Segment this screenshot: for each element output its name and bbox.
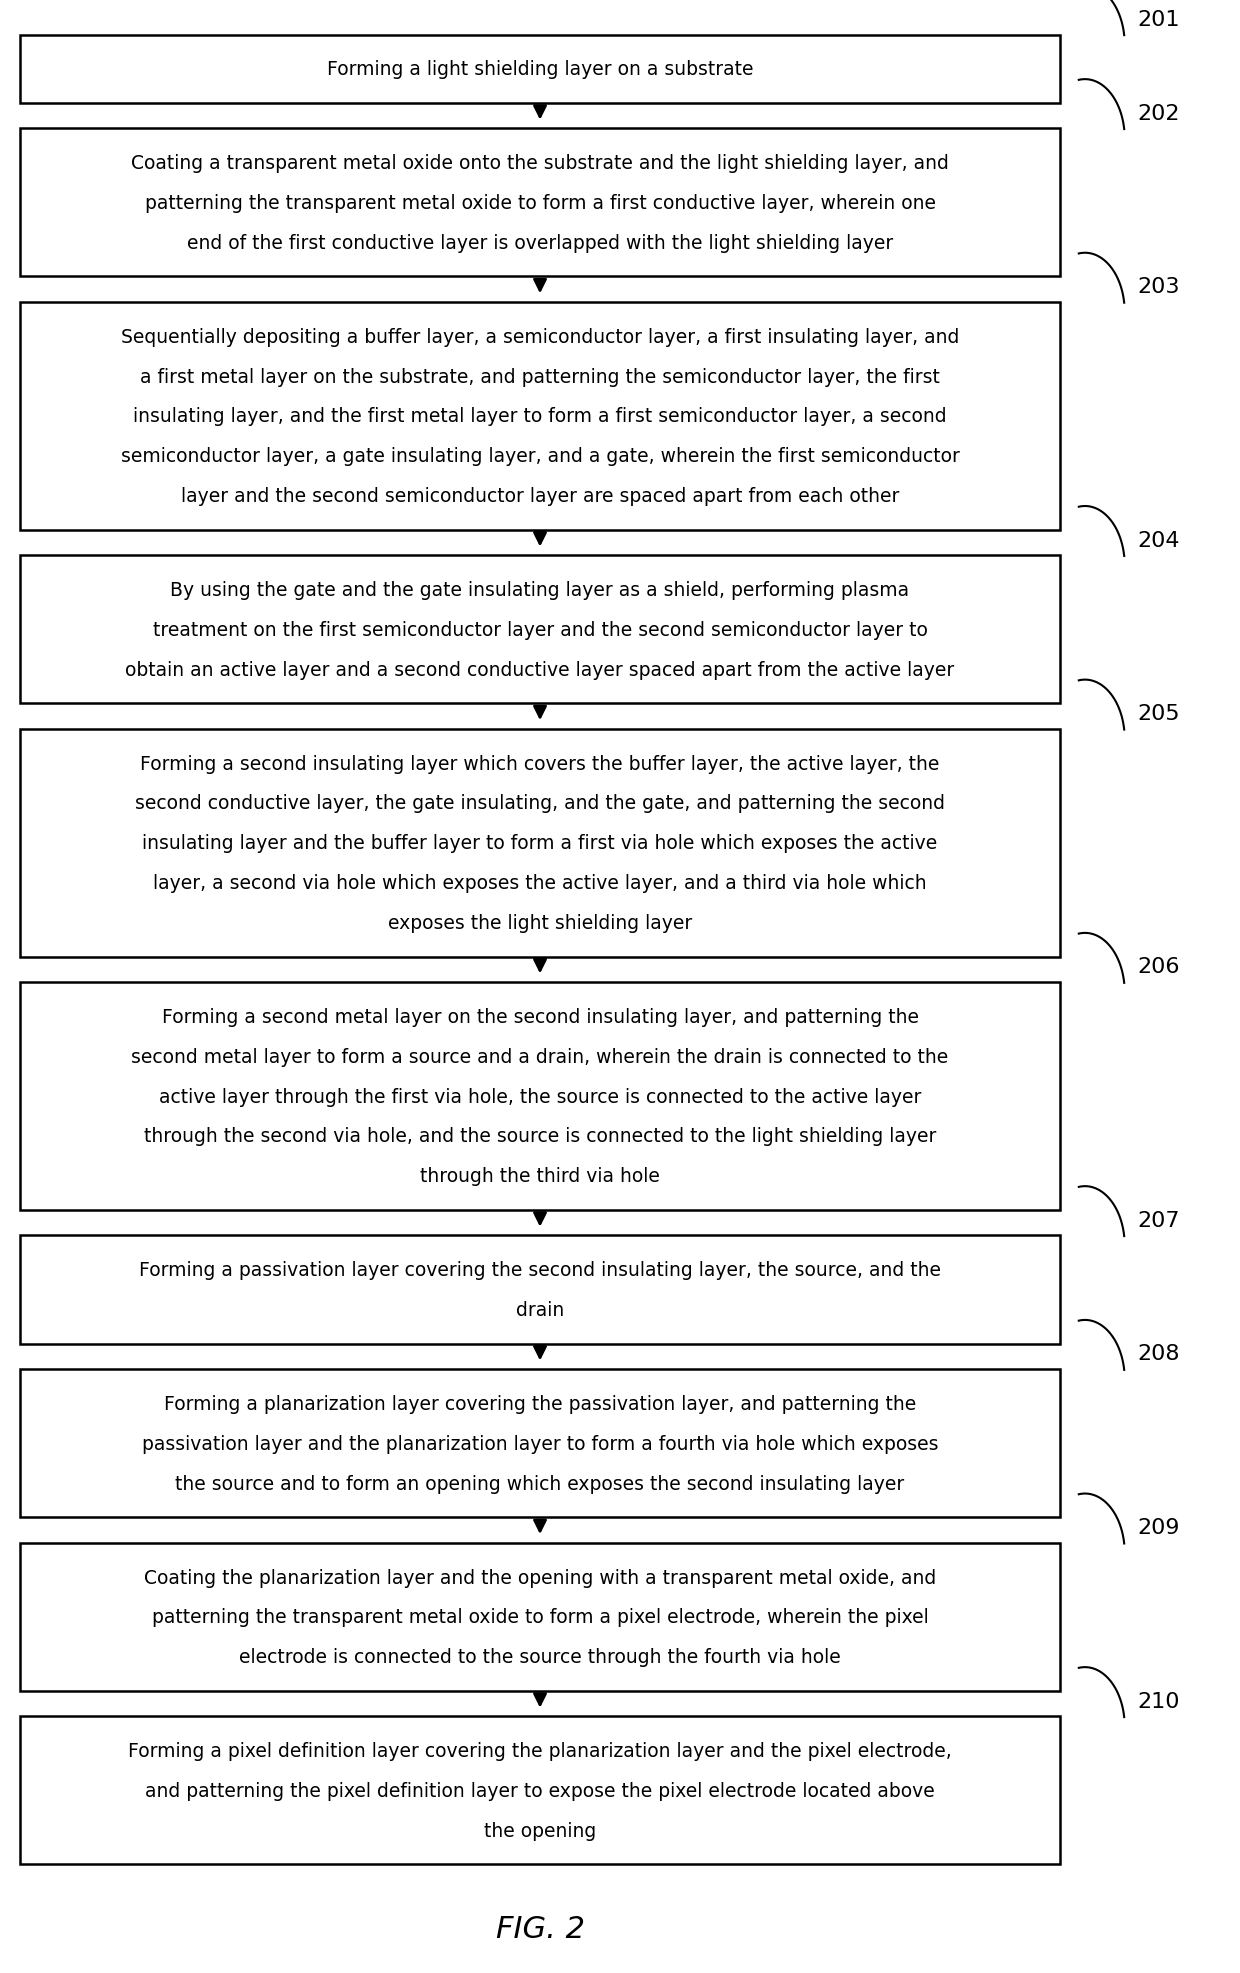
Text: 202: 202 (1137, 105, 1179, 124)
Text: electrode is connected to the source through the fourth via hole: electrode is connected to the source thr… (239, 1647, 841, 1667)
Text: layer, a second via hole which exposes the active layer, and a third via hole wh: layer, a second via hole which exposes t… (154, 874, 926, 892)
Text: the opening: the opening (484, 1821, 596, 1841)
Text: Coating a transparent metal oxide onto the substrate and the light shielding lay: Coating a transparent metal oxide onto t… (131, 154, 949, 174)
Text: a first metal layer on the substrate, and patterning the semiconductor layer, th: a first metal layer on the substrate, an… (140, 367, 940, 387)
Text: and patterning the pixel definition layer to expose the pixel electrode located : and patterning the pixel definition laye… (145, 1782, 935, 1799)
Text: Forming a light shielding layer on a substrate: Forming a light shielding layer on a sub… (327, 59, 753, 79)
Text: second metal layer to form a source and a drain, wherein the drain is connected : second metal layer to form a source and … (131, 1048, 949, 1065)
Text: end of the first conductive layer is overlapped with the light shielding layer: end of the first conductive layer is ove… (187, 233, 893, 253)
Text: the source and to form an opening which exposes the second insulating layer: the source and to form an opening which … (175, 1474, 905, 1494)
Text: drain: drain (516, 1300, 564, 1320)
Text: patterning the transparent metal oxide to form a first conductive layer, wherein: patterning the transparent metal oxide t… (145, 193, 935, 213)
Text: Sequentially depositing a buffer layer, a semiconductor layer, a first insulatin: Sequentially depositing a buffer layer, … (120, 328, 960, 347)
Text: exposes the light shielding layer: exposes the light shielding layer (388, 913, 692, 933)
Text: through the second via hole, and the source is connected to the light shielding : through the second via hole, and the sou… (144, 1127, 936, 1146)
Text: insulating layer, and the first metal layer to form a first semiconductor layer,: insulating layer, and the first metal la… (133, 406, 947, 426)
Text: 205: 205 (1137, 704, 1179, 724)
Text: 201: 201 (1137, 10, 1179, 30)
Bar (20, 304, 1060, 531)
Bar (20, 36, 1060, 105)
Text: 210: 210 (1137, 1691, 1179, 1711)
Bar (20, 1543, 1060, 1691)
Bar (20, 1235, 1060, 1344)
Text: FIG. 2: FIG. 2 (496, 1914, 584, 1943)
Bar (20, 1717, 1060, 1864)
Text: passivation layer and the planarization layer to form a fourth via hole which ex: passivation layer and the planarization … (141, 1434, 939, 1452)
Text: patterning the transparent metal oxide to form a pixel electrode, wherein the pi: patterning the transparent metal oxide t… (151, 1608, 929, 1626)
Text: 204: 204 (1137, 531, 1179, 550)
Text: By using the gate and the gate insulating layer as a shield, performing plasma: By using the gate and the gate insulatin… (170, 580, 910, 600)
Bar (20, 983, 1060, 1209)
Text: Forming a planarization layer covering the passivation layer, and patterning the: Forming a planarization layer covering t… (164, 1395, 916, 1413)
Text: active layer through the first via hole, the source is connected to the active l: active layer through the first via hole,… (159, 1087, 921, 1107)
Text: Forming a pixel definition layer covering the planarization layer and the pixel : Forming a pixel definition layer coverin… (128, 1742, 952, 1760)
Text: 207: 207 (1137, 1209, 1179, 1229)
Text: Forming a second insulating layer which covers the buffer layer, the active laye: Forming a second insulating layer which … (140, 754, 940, 773)
Text: through the third via hole: through the third via hole (420, 1166, 660, 1186)
Text: treatment on the first semiconductor layer and the second semiconductor layer to: treatment on the first semiconductor lay… (153, 621, 928, 639)
Bar (20, 130, 1060, 278)
Text: 209: 209 (1137, 1517, 1179, 1537)
Text: layer and the second semiconductor layer are spaced apart from each other: layer and the second semiconductor layer… (181, 487, 899, 505)
Bar (20, 730, 1060, 957)
Text: 206: 206 (1137, 957, 1179, 977)
Text: Forming a passivation layer covering the second insulating layer, the source, an: Forming a passivation layer covering the… (139, 1261, 941, 1279)
Text: 203: 203 (1137, 276, 1179, 298)
Text: Forming a second metal layer on the second insulating layer, and patterning the: Forming a second metal layer on the seco… (161, 1008, 919, 1026)
Text: second conductive layer, the gate insulating, and the gate, and patterning the s: second conductive layer, the gate insula… (135, 793, 945, 813)
Text: obtain an active layer and a second conductive layer spaced apart from the activ: obtain an active layer and a second cond… (125, 661, 955, 679)
Bar (20, 1369, 1060, 1517)
Text: semiconductor layer, a gate insulating layer, and a gate, wherein the first semi: semiconductor layer, a gate insulating l… (120, 448, 960, 466)
Text: 208: 208 (1137, 1344, 1179, 1363)
Text: Coating the planarization layer and the opening with a transparent metal oxide, : Coating the planarization layer and the … (144, 1569, 936, 1586)
Bar (20, 556, 1060, 704)
Text: insulating layer and the buffer layer to form a first via hole which exposes the: insulating layer and the buffer layer to… (143, 835, 937, 852)
